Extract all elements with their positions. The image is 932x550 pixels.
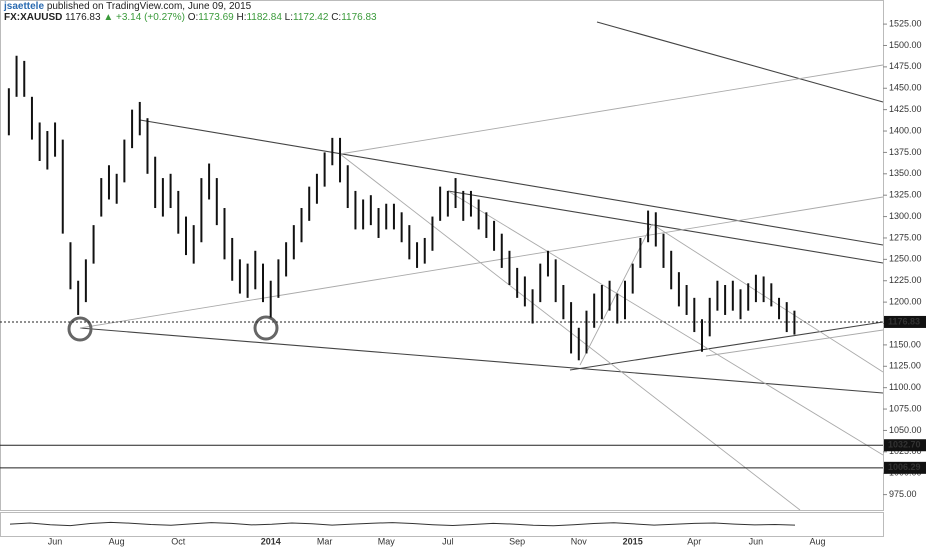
trendline	[705, 329, 884, 357]
x-tick-label: Oct	[171, 536, 186, 546]
high-label: H:	[236, 12, 247, 23]
y-tick-label: 1075.00	[889, 403, 922, 413]
low-marker	[253, 315, 279, 341]
trendline	[339, 64, 884, 155]
x-tick-label: Apr	[687, 536, 701, 546]
indicator-line	[9, 521, 796, 527]
x-tick-label: May	[378, 536, 396, 546]
close-label: C:	[331, 12, 342, 23]
publish-line: jsaettele published on TradingView.com, …	[4, 1, 377, 12]
y-tick-label: 1500.00	[889, 40, 922, 50]
trendline	[447, 190, 884, 456]
y-tick-label: 1100.00	[889, 382, 921, 392]
x-tick-label: 2015	[623, 536, 643, 546]
y-tick-label: 1375.00	[889, 147, 922, 157]
low: 1172.42	[293, 12, 329, 23]
author[interactable]: jsaettele	[4, 1, 45, 12]
y-tick-label: 1300.00	[889, 211, 922, 221]
y-tick-label: 1400.00	[889, 125, 922, 135]
symbol: FX:XAUUSD	[4, 12, 63, 23]
y-tick-label: 1050.00	[889, 425, 922, 435]
plot-frame	[0, 0, 884, 511]
y-tick-label: 1425.00	[889, 104, 922, 114]
trendline	[339, 153, 801, 511]
x-tick-label: Aug	[109, 536, 125, 546]
x-tick-label: 2014	[261, 536, 281, 546]
price: 1176.83	[65, 12, 101, 23]
published: published on TradingView.com, June 09, 2…	[46, 1, 252, 12]
trendline	[79, 327, 884, 394]
close: 1176.83	[341, 12, 377, 23]
y-tick-label: 1200.00	[889, 296, 922, 306]
price-label-box	[884, 439, 926, 452]
high: 1182.84	[246, 12, 282, 23]
indicator-frame	[0, 512, 884, 537]
x-tick-label: Jun	[749, 536, 764, 546]
header: jsaettele published on TradingView.com, …	[4, 1, 377, 23]
price-label: 1032.70	[888, 440, 921, 450]
price-label-box	[884, 315, 926, 328]
change: ▲ +3.14 (+0.27%)	[103, 12, 185, 23]
y-tick-label: 1250.00	[889, 254, 922, 264]
trendline	[447, 190, 884, 264]
x-tick-label: Nov	[571, 536, 588, 546]
y-tick-label: 1475.00	[889, 61, 922, 71]
trendline	[651, 223, 884, 373]
trendline	[139, 119, 884, 246]
x-tick-label: Aug	[810, 536, 826, 546]
x-tick-label: Sep	[509, 536, 525, 546]
x-tick-label: Mar	[317, 536, 333, 546]
open: 1173.69	[198, 12, 234, 23]
quote-line: FX:XAUUSD 1176.83 ▲ +3.14 (+0.27%) O:117…	[4, 12, 377, 23]
open-label: O:	[187, 12, 199, 23]
x-tick-label: Jun	[48, 536, 63, 546]
low-marker	[67, 316, 93, 342]
y-tick-label: 1125.00	[889, 361, 921, 371]
trendline	[596, 21, 884, 103]
y-tick-label: 1325.00	[889, 190, 922, 200]
y-tick-label: 1275.00	[889, 232, 922, 242]
y-tick-label: 1350.00	[889, 168, 922, 178]
y-tick-label: 1450.00	[889, 83, 922, 93]
x-tick-label: Jul	[442, 536, 454, 546]
y-tick-label: 1525.00	[889, 18, 922, 28]
y-tick-label: 1225.00	[889, 275, 922, 285]
y-tick-label: 1150.00	[889, 339, 921, 349]
price-label-box	[884, 461, 926, 474]
low-label: L:	[284, 12, 293, 23]
price-label: 1006.29	[888, 462, 921, 472]
y-tick-label: 975.00	[889, 489, 917, 499]
trendline	[79, 196, 884, 329]
trendline	[569, 321, 884, 371]
trendlines	[67, 21, 884, 511]
price-label: 1176.83	[888, 316, 920, 326]
